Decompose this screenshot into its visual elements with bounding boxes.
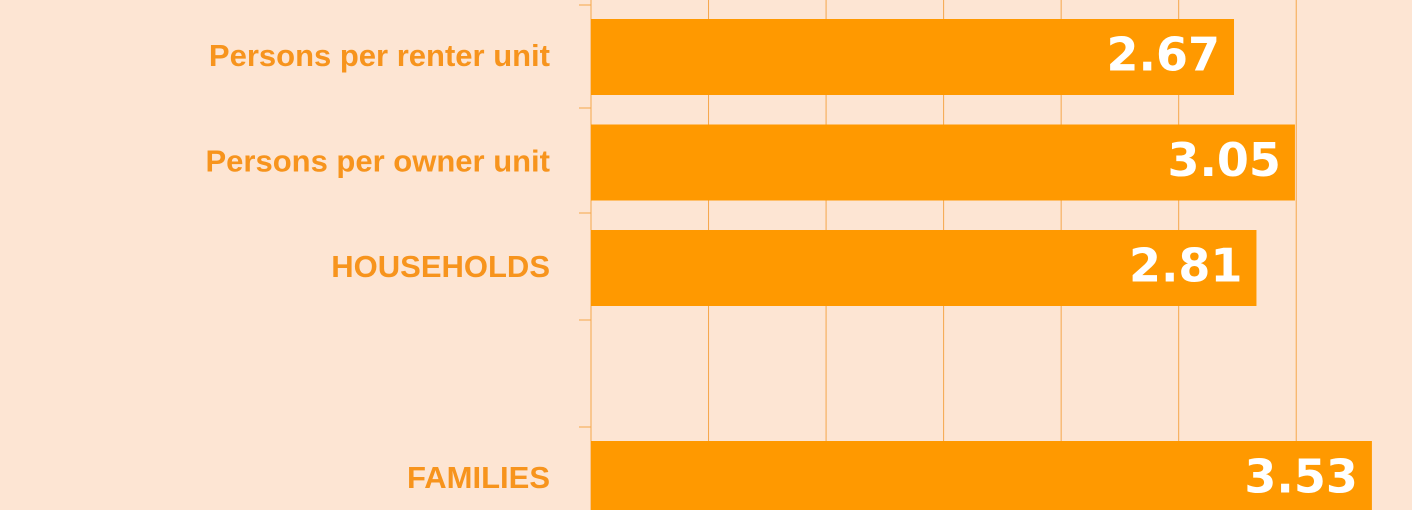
bar xyxy=(591,230,1257,306)
category-label: FAMILIES xyxy=(407,460,550,495)
bar xyxy=(591,19,1235,95)
bar xyxy=(591,124,1295,201)
bar xyxy=(591,441,1372,510)
data-label: 2.81 xyxy=(1129,239,1243,293)
category-label: Persons per renter unit xyxy=(209,38,550,73)
category-label: HOUSEHOLDS xyxy=(331,249,550,284)
category-label: Persons per owner unit xyxy=(205,144,550,179)
data-label: 3.53 xyxy=(1244,450,1358,504)
data-label: 3.05 xyxy=(1167,133,1281,187)
data-label: 2.67 xyxy=(1107,28,1221,82)
